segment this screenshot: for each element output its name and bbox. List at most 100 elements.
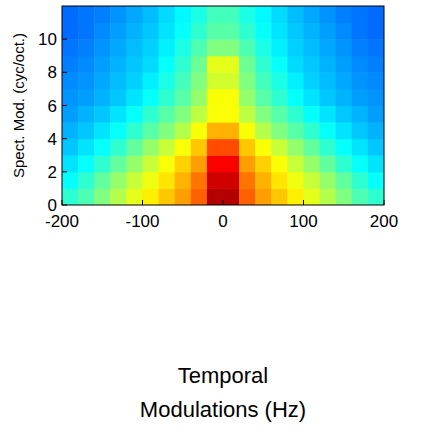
cell bbox=[62, 172, 79, 189]
cell bbox=[175, 6, 192, 23]
cell bbox=[175, 89, 192, 106]
cell bbox=[223, 89, 240, 106]
cell bbox=[191, 106, 208, 123]
cell bbox=[352, 106, 369, 123]
cell bbox=[78, 106, 95, 123]
cell bbox=[223, 106, 240, 123]
cell bbox=[143, 188, 160, 205]
x-tick-label: 0 bbox=[218, 212, 227, 231]
cell bbox=[352, 23, 369, 40]
cell bbox=[207, 39, 224, 56]
cell bbox=[78, 39, 95, 56]
cell bbox=[368, 155, 384, 172]
x-tick-label: 100 bbox=[289, 212, 317, 231]
cell bbox=[304, 89, 321, 106]
cell bbox=[143, 56, 160, 73]
cell bbox=[126, 139, 143, 156]
cell bbox=[320, 106, 337, 123]
cell bbox=[94, 106, 111, 123]
cell bbox=[271, 172, 288, 189]
cell bbox=[368, 23, 384, 40]
cell bbox=[271, 139, 288, 156]
cell bbox=[223, 6, 240, 23]
y-tick bbox=[62, 39, 67, 40]
cell bbox=[110, 172, 127, 189]
cell bbox=[368, 6, 384, 23]
cell bbox=[271, 89, 288, 106]
cell bbox=[368, 89, 384, 106]
cell bbox=[78, 172, 95, 189]
cell bbox=[110, 139, 127, 156]
x-tick bbox=[303, 200, 304, 205]
cell bbox=[191, 188, 208, 205]
cell bbox=[271, 6, 288, 23]
cell bbox=[287, 155, 304, 172]
cell bbox=[255, 39, 272, 56]
cell bbox=[94, 89, 111, 106]
cell bbox=[320, 139, 337, 156]
cell bbox=[175, 56, 192, 73]
cell bbox=[239, 72, 256, 89]
cell bbox=[207, 172, 224, 189]
cell bbox=[78, 122, 95, 139]
cell bbox=[336, 122, 353, 139]
cell bbox=[255, 56, 272, 73]
y-tick bbox=[62, 205, 67, 206]
cell bbox=[239, 89, 256, 106]
y-tick bbox=[62, 72, 67, 73]
cell bbox=[287, 89, 304, 106]
cell bbox=[126, 155, 143, 172]
cell bbox=[159, 172, 176, 189]
cell bbox=[110, 188, 127, 205]
cell bbox=[207, 89, 224, 106]
cell bbox=[159, 6, 176, 23]
cell bbox=[191, 39, 208, 56]
cell bbox=[62, 72, 79, 89]
y-tick-label: 8 bbox=[48, 63, 57, 82]
cell bbox=[368, 39, 384, 56]
cell bbox=[239, 56, 256, 73]
cell bbox=[271, 39, 288, 56]
cell bbox=[175, 39, 192, 56]
cell bbox=[223, 39, 240, 56]
cell bbox=[336, 89, 353, 106]
cell bbox=[175, 122, 192, 139]
cell bbox=[159, 106, 176, 123]
cell bbox=[223, 188, 240, 205]
cell bbox=[368, 122, 384, 139]
cell bbox=[271, 56, 288, 73]
y-tick-label: 10 bbox=[38, 30, 57, 49]
cell bbox=[223, 155, 240, 172]
cell bbox=[175, 155, 192, 172]
cell bbox=[126, 106, 143, 123]
cell bbox=[143, 139, 160, 156]
cell bbox=[368, 172, 384, 189]
cell bbox=[78, 72, 95, 89]
cell bbox=[159, 139, 176, 156]
cell bbox=[304, 139, 321, 156]
cell bbox=[143, 106, 160, 123]
cell bbox=[126, 23, 143, 40]
cell bbox=[143, 122, 160, 139]
cell bbox=[255, 139, 272, 156]
cell bbox=[304, 56, 321, 73]
cell bbox=[62, 155, 79, 172]
cell bbox=[126, 122, 143, 139]
cell bbox=[239, 188, 256, 205]
cell bbox=[320, 72, 337, 89]
cell bbox=[271, 23, 288, 40]
cell bbox=[287, 23, 304, 40]
cell bbox=[191, 72, 208, 89]
cell bbox=[223, 139, 240, 156]
cell bbox=[304, 23, 321, 40]
cell bbox=[110, 155, 127, 172]
cell bbox=[62, 122, 79, 139]
cell bbox=[304, 188, 321, 205]
cell bbox=[352, 39, 369, 56]
cell bbox=[175, 139, 192, 156]
cell bbox=[78, 23, 95, 40]
cell bbox=[239, 155, 256, 172]
cell bbox=[126, 6, 143, 23]
y-tick-label: 0 bbox=[48, 196, 57, 215]
cell bbox=[62, 56, 79, 73]
